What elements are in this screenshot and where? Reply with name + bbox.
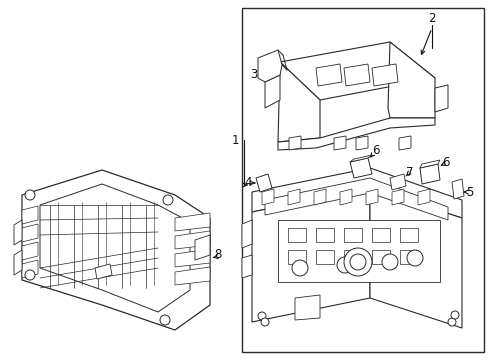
Polygon shape — [333, 136, 346, 150]
Polygon shape — [349, 155, 371, 162]
Polygon shape — [398, 136, 410, 150]
Polygon shape — [242, 255, 251, 278]
Polygon shape — [175, 231, 209, 249]
Circle shape — [343, 248, 371, 276]
Circle shape — [349, 254, 365, 270]
Circle shape — [261, 318, 268, 326]
Polygon shape — [251, 188, 369, 322]
Polygon shape — [288, 136, 301, 150]
Polygon shape — [369, 188, 461, 328]
Polygon shape — [365, 189, 377, 205]
Text: 7: 7 — [406, 166, 413, 179]
Polygon shape — [417, 189, 429, 205]
Text: 6: 6 — [371, 144, 379, 157]
Polygon shape — [278, 220, 439, 282]
Polygon shape — [22, 206, 38, 224]
Polygon shape — [95, 264, 112, 279]
Polygon shape — [343, 250, 361, 264]
Circle shape — [258, 312, 265, 320]
Polygon shape — [343, 228, 361, 242]
Polygon shape — [287, 189, 299, 205]
Polygon shape — [355, 136, 367, 150]
Text: 1: 1 — [231, 134, 238, 147]
Circle shape — [291, 260, 307, 276]
Polygon shape — [264, 178, 447, 220]
Polygon shape — [14, 250, 22, 275]
Polygon shape — [399, 228, 417, 242]
Polygon shape — [313, 189, 325, 205]
Polygon shape — [343, 64, 369, 86]
Polygon shape — [349, 158, 371, 178]
Polygon shape — [258, 50, 282, 82]
Polygon shape — [175, 267, 209, 285]
Polygon shape — [294, 295, 319, 320]
Polygon shape — [242, 220, 251, 248]
Polygon shape — [14, 220, 22, 245]
Text: 2: 2 — [427, 12, 435, 24]
Polygon shape — [22, 242, 38, 260]
Polygon shape — [339, 189, 351, 205]
Polygon shape — [22, 224, 38, 242]
Text: 6: 6 — [441, 156, 449, 168]
Polygon shape — [419, 164, 439, 184]
Circle shape — [406, 250, 422, 266]
Polygon shape — [256, 174, 271, 192]
Circle shape — [381, 254, 397, 270]
Polygon shape — [251, 168, 461, 218]
Polygon shape — [242, 8, 483, 352]
Polygon shape — [280, 42, 434, 100]
Polygon shape — [278, 118, 434, 150]
Text: 8: 8 — [214, 248, 221, 261]
Polygon shape — [387, 42, 434, 118]
Polygon shape — [315, 250, 333, 264]
Text: 4: 4 — [244, 175, 251, 189]
Text: 3: 3 — [250, 68, 257, 81]
Polygon shape — [195, 235, 209, 260]
Polygon shape — [371, 228, 389, 242]
Polygon shape — [22, 170, 209, 330]
Polygon shape — [175, 213, 209, 231]
Polygon shape — [287, 228, 305, 242]
Polygon shape — [287, 250, 305, 264]
Polygon shape — [264, 75, 280, 108]
Polygon shape — [451, 179, 463, 199]
Polygon shape — [40, 184, 190, 312]
Circle shape — [163, 195, 173, 205]
Polygon shape — [262, 189, 273, 205]
Circle shape — [160, 315, 170, 325]
Circle shape — [336, 257, 352, 273]
Polygon shape — [371, 64, 397, 86]
Circle shape — [25, 190, 35, 200]
Polygon shape — [315, 228, 333, 242]
Polygon shape — [175, 249, 209, 267]
Polygon shape — [434, 85, 447, 112]
Polygon shape — [371, 250, 389, 264]
Polygon shape — [315, 64, 341, 86]
Polygon shape — [391, 189, 403, 205]
Circle shape — [447, 318, 455, 326]
Circle shape — [25, 270, 35, 280]
Text: 5: 5 — [466, 185, 473, 198]
Polygon shape — [389, 174, 405, 190]
Polygon shape — [419, 160, 439, 168]
Polygon shape — [22, 260, 38, 278]
Circle shape — [450, 311, 458, 319]
Polygon shape — [278, 62, 319, 142]
Polygon shape — [399, 250, 417, 264]
